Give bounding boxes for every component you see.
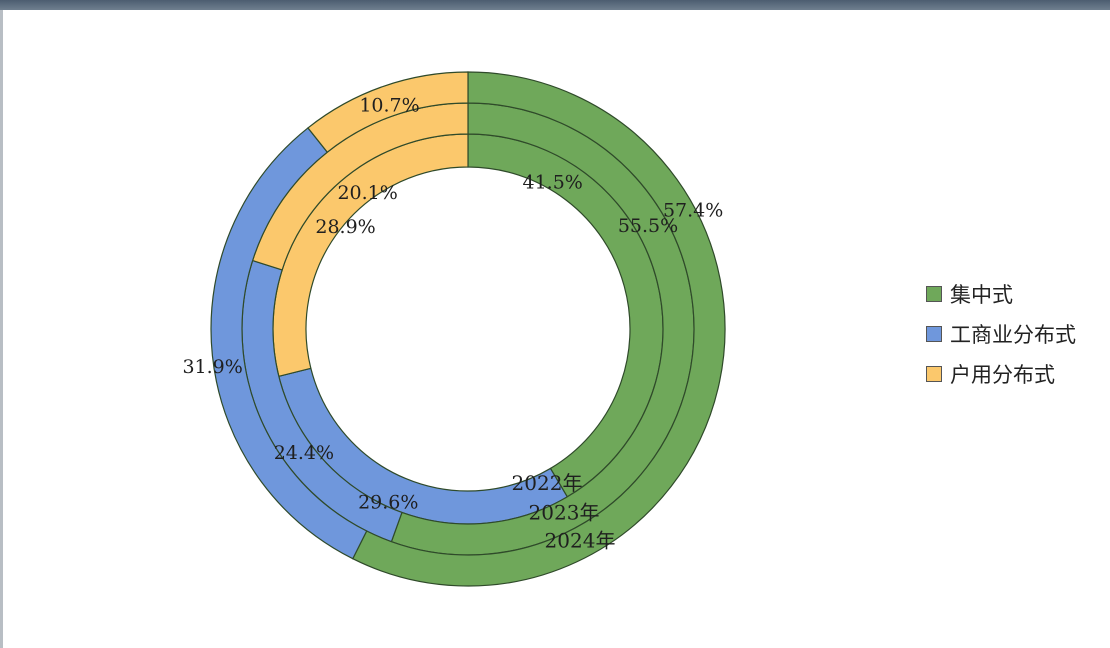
label-inner-household: 28.9% bbox=[315, 216, 375, 238]
ring-year-label-inner: 2022年 bbox=[512, 471, 583, 495]
label-outer-commercial: 31.9% bbox=[182, 356, 242, 378]
legend-swatch-centralized bbox=[926, 286, 942, 302]
slice-outer-household bbox=[307, 71, 469, 154]
slice-outer-centralized bbox=[351, 71, 726, 587]
chart-panel: 41.5% 29.6% 28.9% 2022年 55.5% 24.4% 20.1% 2023年… bbox=[10, 16, 1104, 642]
legend-item-household: 户用分布式 bbox=[926, 360, 1076, 388]
chart-legend: 集中式 工商业分布式 户用分布式 bbox=[926, 280, 1076, 388]
donut-chart: 41.5% 29.6% 28.9% 2022年 55.5% 24.4% 20.1% 2023年… bbox=[182, 71, 726, 587]
legend-item-centralized: 集中式 bbox=[926, 280, 1076, 308]
legend-swatch-commercial bbox=[926, 326, 942, 342]
ring-year-label-middle: 2023年 bbox=[529, 501, 600, 525]
label-inner-commercial: 29.6% bbox=[358, 491, 418, 513]
window-left-edge bbox=[0, 10, 3, 648]
label-outer-centralized: 57.4% bbox=[663, 199, 723, 221]
donut-slices bbox=[210, 71, 726, 587]
legend-swatch-household bbox=[926, 366, 942, 382]
donut-labels: 41.5% 29.6% 28.9% 2022年 55.5% 24.4% 20.1% 2023年… bbox=[182, 94, 723, 552]
legend-item-commercial: 工商业分布式 bbox=[926, 320, 1076, 348]
label-middle-centralized: 55.5% bbox=[618, 215, 678, 237]
label-middle-commercial: 24.4% bbox=[274, 442, 334, 464]
legend-label-commercial: 工商业分布式 bbox=[950, 323, 1076, 347]
label-middle-household: 20.1% bbox=[337, 182, 397, 204]
label-inner-centralized: 41.5% bbox=[523, 172, 583, 194]
legend-label-centralized: 集中式 bbox=[950, 283, 1013, 307]
legend-label-household: 户用分布式 bbox=[950, 363, 1055, 387]
ring-year-label-outer: 2024年 bbox=[545, 528, 616, 552]
label-outer-household: 10.7% bbox=[359, 94, 419, 116]
window-top-bar bbox=[0, 0, 1110, 10]
